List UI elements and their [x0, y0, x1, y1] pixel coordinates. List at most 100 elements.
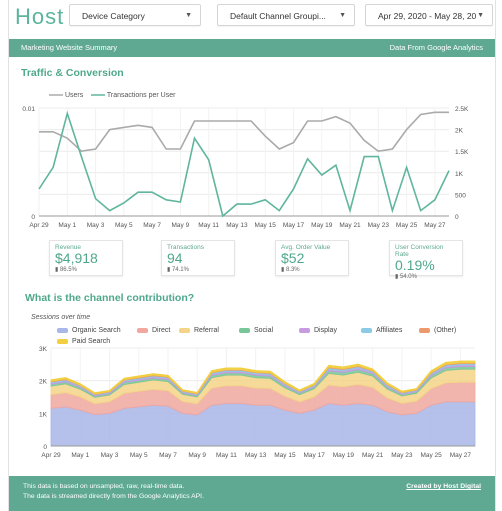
kpi-user-conversion-rate: User Conversion Rate 0.19% ▮ 54.0% [389, 240, 463, 280]
kpi-change: ▮ 74.1% [167, 267, 189, 273]
legend-label: Organic Search [72, 327, 121, 334]
legend-item: Direct [137, 327, 170, 334]
legend-item: Affiliates [361, 327, 402, 334]
kpi-revenue: Revenue $4,918 ▮ 86.5% [49, 240, 123, 276]
legend-label: Social [254, 327, 274, 334]
x-axis-tick-label: May 15 [255, 222, 277, 229]
legend-swatch [419, 327, 430, 333]
x-axis-tick-label: May 7 [143, 222, 161, 229]
x-axis-tick-label: May 23 [368, 222, 390, 229]
chevron-down-icon: ▼ [339, 12, 346, 19]
channel-section-title: What is the channel contribution? [25, 292, 195, 304]
x-axis-tick-label: May 21 [362, 452, 384, 459]
x-axis-tick-label: May 13 [245, 452, 267, 459]
legend-label: Paid Search [72, 338, 111, 345]
kpi-change: ▮ 54.0% [395, 274, 417, 280]
kpi-label: User Conversion Rate [395, 244, 444, 258]
dashboard: Host Device Category ▼ Default Channel G… [8, 0, 496, 511]
y-axis-tick-label: 2K [39, 379, 48, 386]
legend-label: (Other) [434, 327, 457, 334]
banner-source: Data From Google Analytics [389, 43, 483, 52]
traffic-legend: Users Transactions per User [49, 92, 175, 99]
legend-swatch [57, 338, 68, 344]
x-axis-tick-label: May 3 [101, 452, 119, 459]
kpi-value: 94 [167, 250, 183, 266]
host-logo: Host [15, 4, 65, 29]
kpi-change: ▮ 86.5% [55, 267, 77, 273]
legend-item: Organic Search [57, 327, 121, 334]
x-axis-tick-label: May 19 [333, 452, 355, 459]
kpi-label: Avg. Order Value [281, 244, 331, 251]
device-category-label: Device Category [82, 11, 145, 21]
x-axis-tick-label: May 13 [226, 222, 248, 229]
x-axis-tick-label: May 11 [198, 222, 219, 229]
x-axis-tick-label: May 11 [216, 452, 237, 459]
kpi-label: Revenue [55, 244, 82, 251]
legend-transactions: Transactions per User [91, 92, 176, 99]
chevron-down-icon: ▼ [477, 12, 484, 19]
right-axis-tick-label: 2.5K [455, 106, 469, 113]
kpi-value: $52 [281, 250, 305, 266]
x-axis-tick-label: Apr 29 [29, 222, 49, 229]
footer-line-1: This data is based on unsampled, raw, re… [23, 483, 185, 490]
footer-credit-link[interactable]: Created by Host Digital [406, 483, 481, 490]
kpi-avg-order-value: Avg. Order Value $52 ▮ 8.3% [275, 240, 349, 276]
legend-item: Social [239, 327, 273, 334]
x-axis-tick-label: May 7 [159, 452, 177, 459]
x-axis-tick-label: May 1 [58, 222, 76, 229]
y-axis-tick-label: 3K [39, 346, 48, 353]
legend-swatch [361, 327, 372, 333]
legend-label: Direct [152, 327, 171, 334]
series-line-transactions-per-user [38, 110, 450, 218]
kpi-label: Transactions [167, 244, 204, 251]
banner-title: Marketing Website Summary [21, 43, 118, 52]
x-axis-tick-label: May 17 [283, 222, 305, 229]
x-axis-tick-label: May 21 [339, 222, 361, 229]
date-range-label: Apr 29, 2020 - May 28, 20 [378, 11, 477, 21]
traffic-section-title: Traffic & Conversion [21, 67, 124, 79]
summary-banner: Marketing Website Summary Data From Goog… [9, 39, 495, 57]
x-axis-tick-label: May 25 [396, 222, 418, 229]
right-axis-tick-label: 2K [455, 128, 464, 135]
sessions-area-chart: 0 1K 2K 3K Apr 29 May 1 May 3 May 5 May 7 May 9 Ma… [39, 346, 476, 459]
chevron-down-icon: ▼ [185, 12, 192, 19]
legend-swatch [239, 327, 250, 333]
legend-label: Referral [194, 327, 219, 334]
legend-item: (Other) [419, 327, 456, 334]
top-bar: Host Device Category ▼ Default Channel G… [9, 0, 495, 34]
channel-grouping-dropdown[interactable]: Default Channel Groupi... ▼ [217, 4, 355, 26]
x-axis-tick-label: May 5 [130, 452, 148, 459]
legend-users: Users [49, 92, 84, 99]
x-axis-tick-label: May 9 [188, 452, 206, 459]
x-axis-tick-label: May 9 [172, 222, 190, 229]
kpi-transactions: Transactions 94 ▮ 74.1% [161, 240, 235, 276]
kpi-value: $4,918 [55, 250, 98, 266]
series-line-users [39, 111, 449, 153]
legend-item: Paid Search [57, 338, 110, 345]
left-axis-tick-label: 0.01 [22, 106, 35, 113]
right-axis-tick-label: 1.5K [455, 149, 469, 156]
right-axis-tick-label: 500 [455, 192, 466, 199]
right-axis-tick-label: 1K [455, 171, 464, 178]
legend-label: Affiliates [376, 327, 403, 334]
area-paid-search-line [50, 360, 475, 394]
left-axis-tick-label: 0 [31, 214, 35, 221]
x-axis-tick-label: May 23 [391, 452, 413, 459]
x-axis-tick-label: May 3 [87, 222, 105, 229]
x-axis-tick-label: May 5 [115, 222, 133, 229]
x-axis-tick-label: May 27 [450, 452, 472, 459]
y-axis-tick-label: 0 [43, 444, 47, 451]
x-axis-tick-label: May 27 [424, 222, 446, 229]
footer-line-2: The data is streamed directly from the G… [23, 493, 204, 500]
date-range-dropdown[interactable]: Apr 29, 2020 - May 28, 20 ▼ [365, 4, 493, 26]
x-axis-tick-label: May 1 [71, 452, 89, 459]
kpi-value: 0.19% [395, 257, 435, 273]
x-axis-tick-label: May 15 [274, 452, 296, 459]
x-axis-tick-label: May 19 [311, 222, 333, 229]
legend-swatch [137, 327, 148, 333]
legend-swatch [179, 327, 190, 333]
x-axis-tick-label: May 17 [304, 452, 326, 459]
legend-label: Display [314, 327, 337, 334]
device-category-dropdown[interactable]: Device Category ▼ [69, 4, 201, 26]
sessions-subtitle: Sessions over time [31, 314, 91, 321]
